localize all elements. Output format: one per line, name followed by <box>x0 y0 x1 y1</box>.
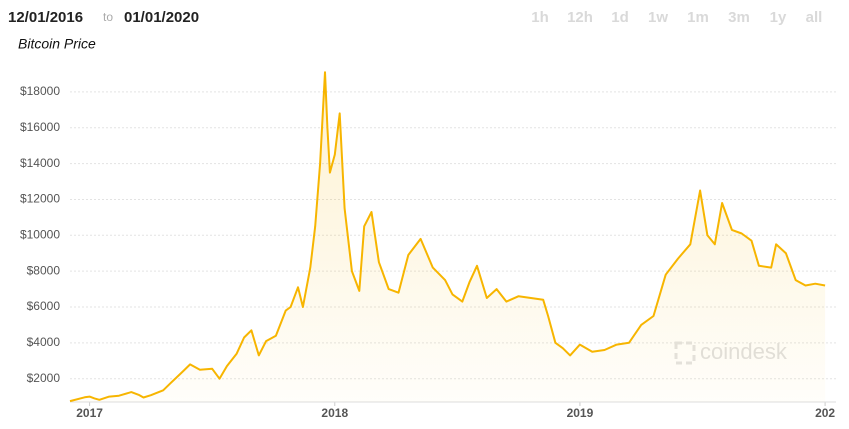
x-tick-label: 2017 <box>76 406 103 420</box>
chart-title: Bitcoin Price <box>18 36 96 52</box>
y-tick-label: $14000 <box>20 156 60 170</box>
range-button[interactable]: 3m <box>728 9 750 26</box>
range-button[interactable]: 1h <box>531 9 549 26</box>
y-tick-label: $10000 <box>20 227 60 241</box>
y-tick-label: $8000 <box>27 263 61 277</box>
range-button[interactable]: 1y <box>770 9 787 26</box>
range-button[interactable]: 1m <box>687 9 709 26</box>
y-tick-label: $6000 <box>27 299 61 313</box>
x-tick-label: 202 <box>815 406 835 420</box>
area <box>70 72 826 402</box>
y-tick-label: $18000 <box>20 84 60 98</box>
to-label: to <box>103 10 113 24</box>
y-tick-label: $16000 <box>20 120 60 134</box>
y-tick-label: $4000 <box>27 335 61 349</box>
start-date: 12/01/2016 <box>8 9 83 26</box>
range-button[interactable]: 1w <box>648 9 668 26</box>
range-button[interactable]: all <box>806 9 823 26</box>
end-date: 01/01/2020 <box>124 9 199 26</box>
y-tick-label: $12000 <box>20 192 60 206</box>
range-button[interactable]: 12h <box>567 9 593 26</box>
x-tick-label: 2018 <box>321 406 348 420</box>
range-button[interactable]: 1d <box>611 9 629 26</box>
x-tick-label: 2019 <box>567 406 594 420</box>
y-tick-label: $2000 <box>27 371 61 385</box>
price-line <box>69 71 826 403</box>
